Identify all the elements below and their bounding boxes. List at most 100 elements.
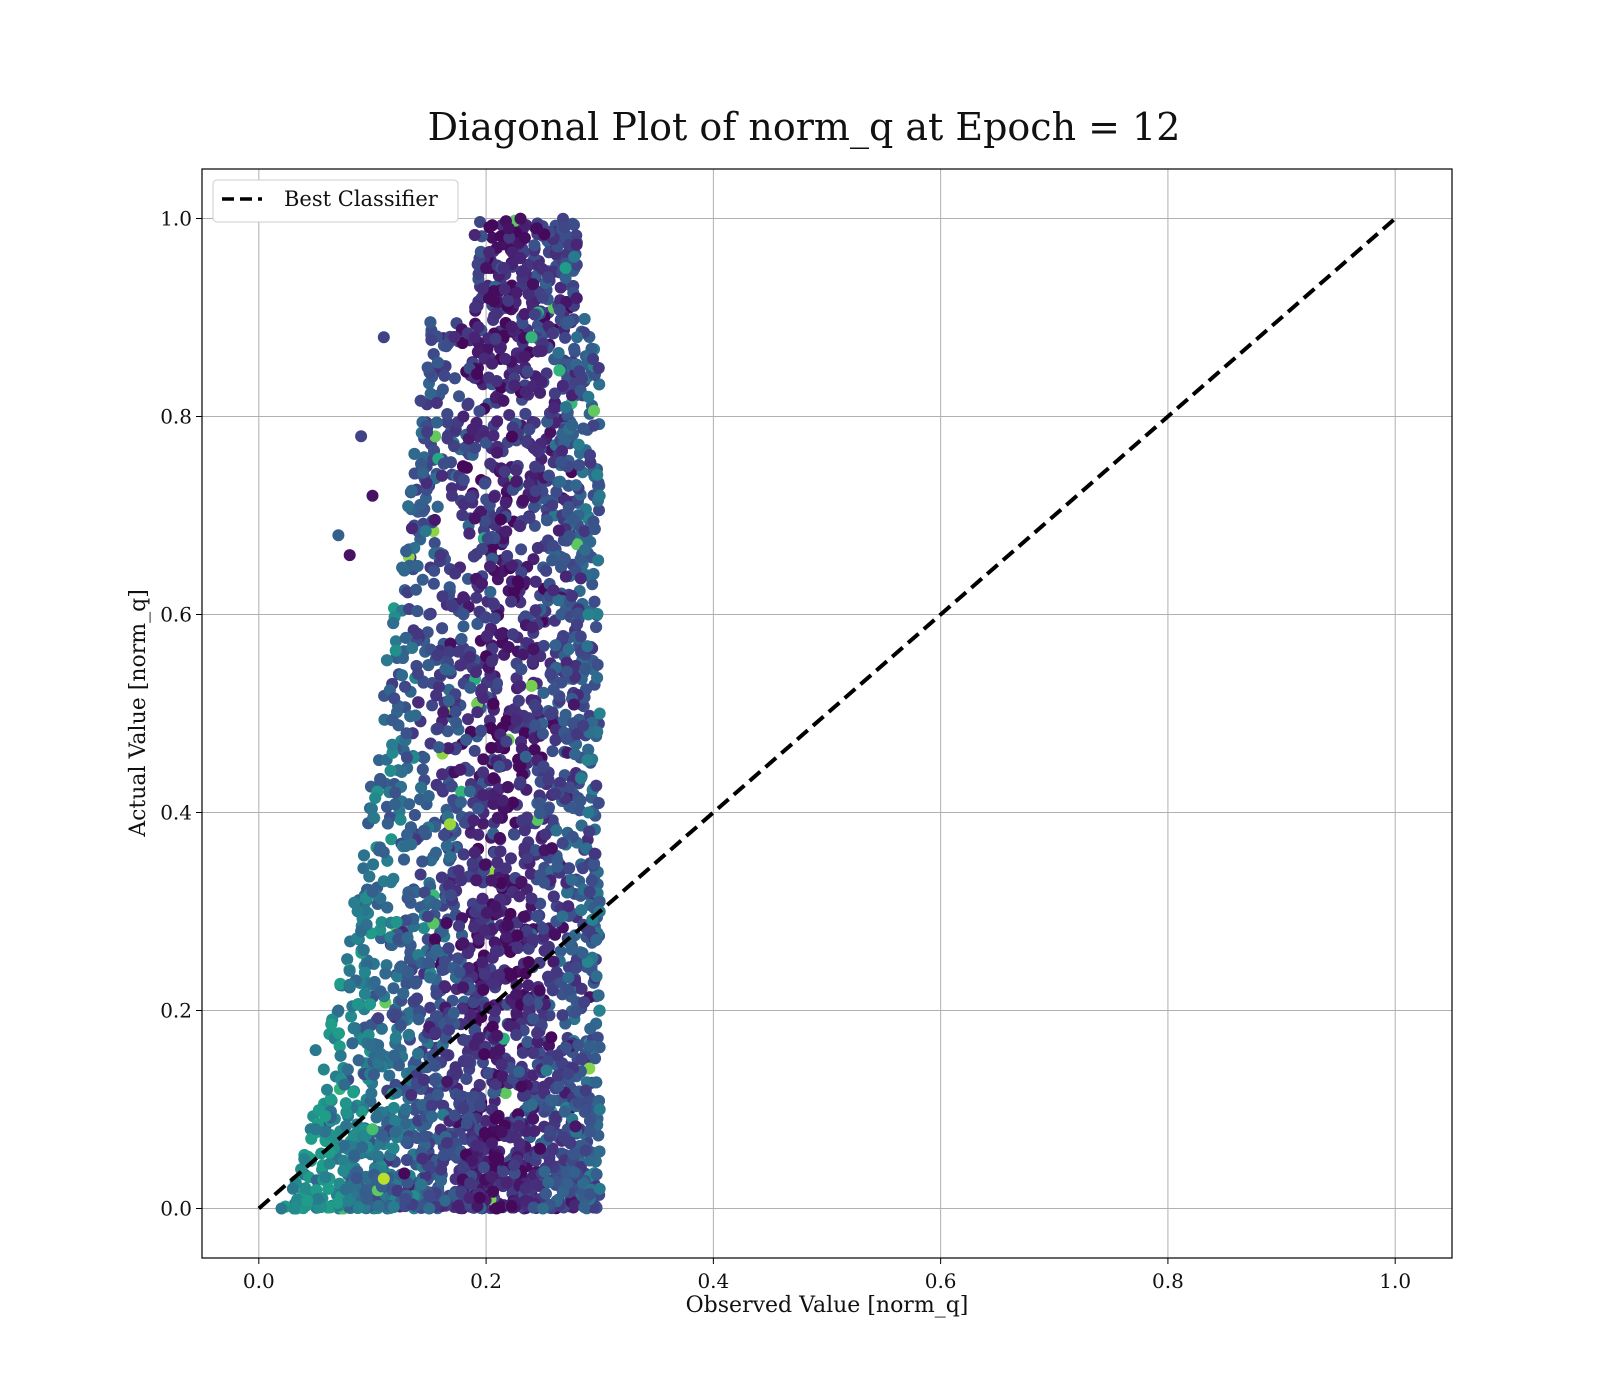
scatter-point bbox=[474, 1099, 487, 1112]
scatter-point bbox=[462, 713, 474, 726]
scatter-point bbox=[388, 798, 401, 811]
scatter-point bbox=[547, 1094, 560, 1107]
scatter-point bbox=[299, 1182, 312, 1195]
scatter-point bbox=[365, 802, 378, 815]
scatter-point bbox=[346, 1037, 359, 1050]
scatter-point bbox=[477, 753, 490, 766]
scatter-point bbox=[429, 933, 441, 946]
scatter-point bbox=[593, 504, 605, 517]
scatter-point bbox=[591, 468, 604, 481]
scatter-point bbox=[537, 760, 550, 773]
scatter-point bbox=[585, 342, 598, 355]
scatter-point bbox=[429, 846, 442, 859]
scatter-point bbox=[506, 796, 519, 809]
scatter-point bbox=[396, 652, 409, 664]
scatter-point bbox=[544, 426, 557, 439]
scatter-point bbox=[593, 1094, 605, 1107]
scatter-point bbox=[374, 985, 387, 998]
scatter-point bbox=[423, 971, 436, 984]
scatter-point bbox=[503, 409, 516, 421]
scatter-point bbox=[477, 983, 490, 996]
scatter-point bbox=[575, 1053, 588, 1065]
scatter-point bbox=[531, 1036, 544, 1048]
scatter-point bbox=[527, 1112, 540, 1125]
scatter-point bbox=[567, 513, 580, 526]
scatter-point bbox=[491, 446, 503, 459]
scatter-point bbox=[468, 744, 481, 757]
scatter-point bbox=[476, 282, 489, 295]
scatter-point bbox=[473, 405, 486, 418]
scatter-point bbox=[442, 879, 455, 892]
scatter-point bbox=[477, 1161, 490, 1174]
scatter-point bbox=[547, 890, 560, 903]
scatter-point bbox=[414, 868, 427, 881]
scatter-point bbox=[436, 768, 449, 781]
scatter-point bbox=[581, 754, 594, 767]
scatter-point bbox=[457, 848, 470, 861]
scatter-point bbox=[311, 1192, 324, 1205]
scatter-point bbox=[385, 833, 398, 846]
scatter-point bbox=[457, 608, 470, 621]
scatter-point bbox=[449, 567, 462, 580]
scatter-point bbox=[527, 1012, 539, 1025]
scatter-point bbox=[560, 732, 573, 745]
scatter-point bbox=[363, 870, 376, 883]
scatter-point bbox=[589, 1052, 602, 1065]
scatter-point bbox=[528, 743, 541, 756]
scatter-point bbox=[358, 966, 371, 979]
scatter-point bbox=[441, 408, 454, 421]
scatter-point bbox=[403, 798, 416, 811]
scatter-point bbox=[546, 745, 559, 758]
scatter-point bbox=[487, 285, 500, 298]
scatter-point bbox=[442, 942, 455, 955]
scatter-point bbox=[340, 1106, 353, 1119]
scatter-point bbox=[547, 683, 560, 696]
scatter-point bbox=[523, 423, 536, 436]
scatter-point bbox=[445, 780, 458, 793]
scatter-point bbox=[406, 641, 419, 654]
scatter-point bbox=[472, 933, 485, 946]
scatter-point bbox=[578, 996, 591, 1009]
scatter-points bbox=[275, 212, 606, 1215]
scatter-point bbox=[411, 992, 423, 1005]
scatter-point bbox=[529, 575, 542, 588]
scatter-point bbox=[369, 791, 382, 804]
scatter-point bbox=[400, 545, 413, 558]
scatter-point bbox=[456, 509, 469, 522]
scatter-point bbox=[588, 595, 601, 608]
scatter-point bbox=[593, 1041, 606, 1054]
scatter-point bbox=[476, 892, 489, 905]
scatter-point bbox=[432, 741, 445, 754]
scatter-point bbox=[560, 656, 573, 669]
scatter-point bbox=[399, 631, 412, 644]
scatter-point bbox=[534, 897, 547, 910]
scatter-point bbox=[412, 1047, 425, 1060]
scatter-point bbox=[515, 543, 528, 556]
scatter-point bbox=[501, 781, 514, 794]
scatter-point bbox=[487, 772, 500, 785]
scatter-point bbox=[575, 982, 588, 995]
scatter-point bbox=[569, 1006, 582, 1019]
scatter-point bbox=[537, 639, 550, 652]
scatter-point bbox=[522, 979, 535, 992]
scatter-point bbox=[421, 626, 434, 639]
scatter-point bbox=[440, 917, 453, 930]
scatter-point bbox=[396, 669, 408, 682]
scatter-point bbox=[420, 477, 433, 489]
scatter-point bbox=[484, 586, 497, 598]
scatter-point bbox=[485, 741, 498, 754]
scatter-point bbox=[554, 281, 567, 294]
scatter-point bbox=[472, 1032, 485, 1045]
scatter-point bbox=[411, 627, 424, 640]
scatter-point bbox=[525, 1098, 538, 1111]
scatter-point bbox=[480, 436, 492, 449]
scatter-point bbox=[338, 1078, 351, 1091]
scatter-point bbox=[470, 874, 483, 887]
scatter-point bbox=[510, 286, 523, 299]
scatter-point bbox=[386, 714, 399, 727]
scatter-point bbox=[561, 886, 574, 899]
scatter-point bbox=[511, 929, 524, 942]
scatter-point bbox=[448, 372, 461, 385]
scatter-point bbox=[590, 779, 603, 792]
scatter-point bbox=[547, 955, 560, 968]
